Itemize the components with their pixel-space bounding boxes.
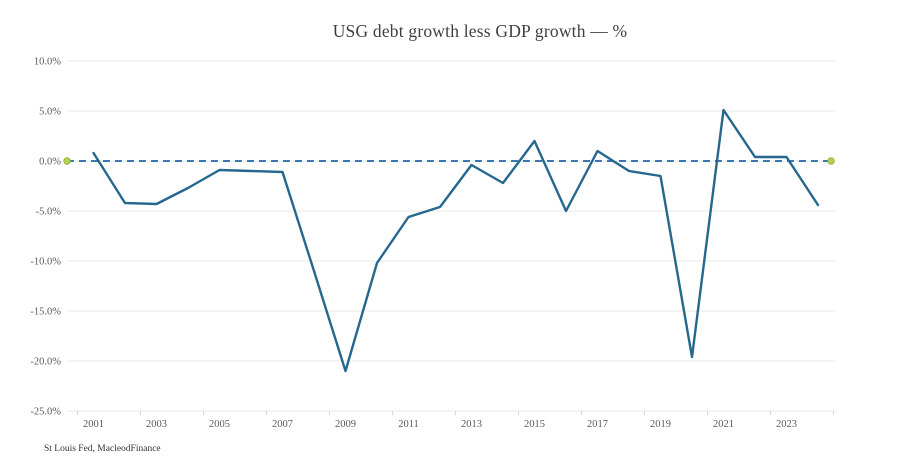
x-axis-label: 2023 [776,419,797,430]
zero-line-endpoint-marker [827,157,835,165]
x-axis-label: 2005 [209,419,230,430]
data-line [92,108,820,373]
y-axis-label: -5.0% [36,207,62,218]
y-axis-label: -10.0% [30,257,61,268]
x-axis-label: 2009 [335,419,356,430]
x-axis-label: 2021 [713,419,734,430]
x-axis-label: 2013 [461,419,482,430]
y-axis-label: 10.0% [34,57,61,68]
x-axis-label: 2017 [587,419,608,430]
y-axis-label: 0.0% [39,157,61,168]
source-caption: St Louis Fed, MacleodFinance [44,444,161,454]
y-axis-label: 5.0% [39,107,61,118]
chart-title: USG debt growth less GDP growth — % [332,21,628,41]
y-axis-label: -25.0% [30,407,61,418]
x-axis-label: 2003 [146,419,167,430]
x-axis-label: 2011 [398,419,419,430]
x-axis-label: 2001 [83,419,104,430]
y-axis-label: -20.0% [30,357,61,368]
x-axis-label: 2019 [650,419,671,430]
x-axis-label: 2015 [524,419,545,430]
y-axis-label: -15.0% [30,307,61,318]
x-axis-label: 2007 [272,419,293,430]
zero-line-endpoint-marker [63,157,71,165]
